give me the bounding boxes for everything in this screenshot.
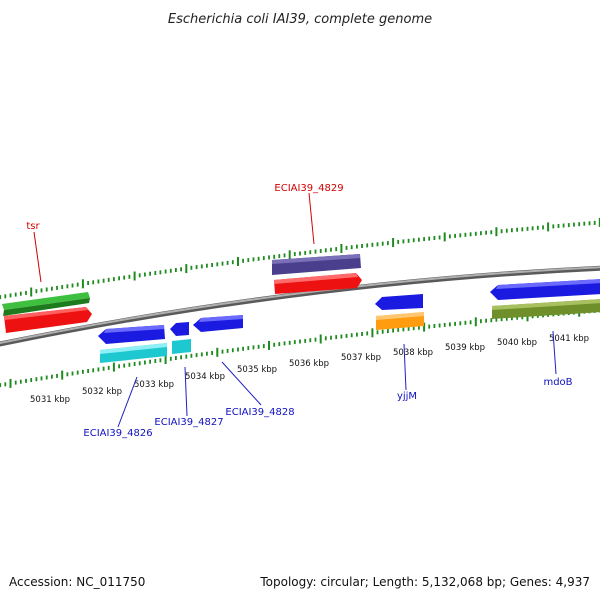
leader-line-yjjm — [403, 343, 407, 391]
kbp-label: 5040 kbp — [497, 338, 537, 348]
gene-label-yjjm[interactable]: yjjM — [397, 391, 417, 402]
kbp-label: 5041 kbp — [549, 334, 589, 344]
kbp-label: 5038 kbp — [393, 348, 433, 358]
gene-label-mdob[interactable]: mdoB — [543, 377, 572, 388]
feature-red-tsr[interactable] — [4, 307, 92, 333]
feature-blue-4826[interactable] — [98, 325, 165, 344]
gene-label-4826[interactable]: ECIAI39_4826 — [83, 428, 152, 439]
kbp-label: 5036 kbp — [289, 359, 329, 369]
feature-purple[interactable] — [272, 254, 361, 275]
leader-line-4826 — [117, 376, 138, 428]
kbp-label: 5034 kbp — [185, 372, 225, 382]
leader-line-4828 — [221, 361, 262, 406]
gene-label-4828[interactable]: ECIAI39_4828 — [225, 407, 294, 418]
feature-blue-4828[interactable] — [193, 315, 243, 332]
feature-blue-mdob[interactable] — [490, 279, 600, 300]
feature-cyan-4827[interactable] — [172, 339, 191, 354]
kbp-label: 5035 kbp — [237, 365, 277, 375]
genome-summary-text: Topology: circular; Length: 5,132,068 bp… — [259, 575, 590, 589]
kbp-label: 5032 kbp — [82, 387, 122, 397]
genome-backbone-highlight — [0, 266, 600, 345]
kbp-label: 5037 kbp — [341, 353, 381, 363]
accession-text: Accession: NC_011750 — [9, 575, 145, 589]
feature-green-top[interactable] — [2, 292, 90, 316]
gene-label-tsr[interactable]: tsr — [26, 221, 40, 232]
feature-blue-yjjm[interactable] — [375, 294, 423, 310]
outer-tick-ring — [0, 217, 600, 300]
feature-olive-mdob[interactable] — [492, 299, 600, 319]
leader-line-4829 — [308, 192, 315, 245]
map-title: Escherichia coli IAI39, complete genome — [168, 12, 432, 27]
gene-label-4827[interactable]: ECIAI39_4827 — [154, 417, 223, 428]
kbp-label: 5033 kbp — [134, 380, 174, 390]
kbp-label: 5039 kbp — [445, 343, 485, 353]
gene-label-4829[interactable]: ECIAI39_4829 — [274, 183, 343, 194]
feature-red-4829[interactable] — [274, 273, 362, 294]
kbp-label: 5031 kbp — [30, 395, 70, 405]
feature-cyan-4826[interactable] — [100, 343, 167, 363]
leader-line-4827 — [184, 366, 188, 417]
feature-blue-4827[interactable] — [170, 322, 189, 336]
leader-line-tsr — [33, 231, 42, 283]
leader-line-mdob — [552, 330, 557, 375]
feature-orange-yjjm[interactable] — [376, 312, 424, 330]
genome-backbone — [0, 265, 600, 347]
